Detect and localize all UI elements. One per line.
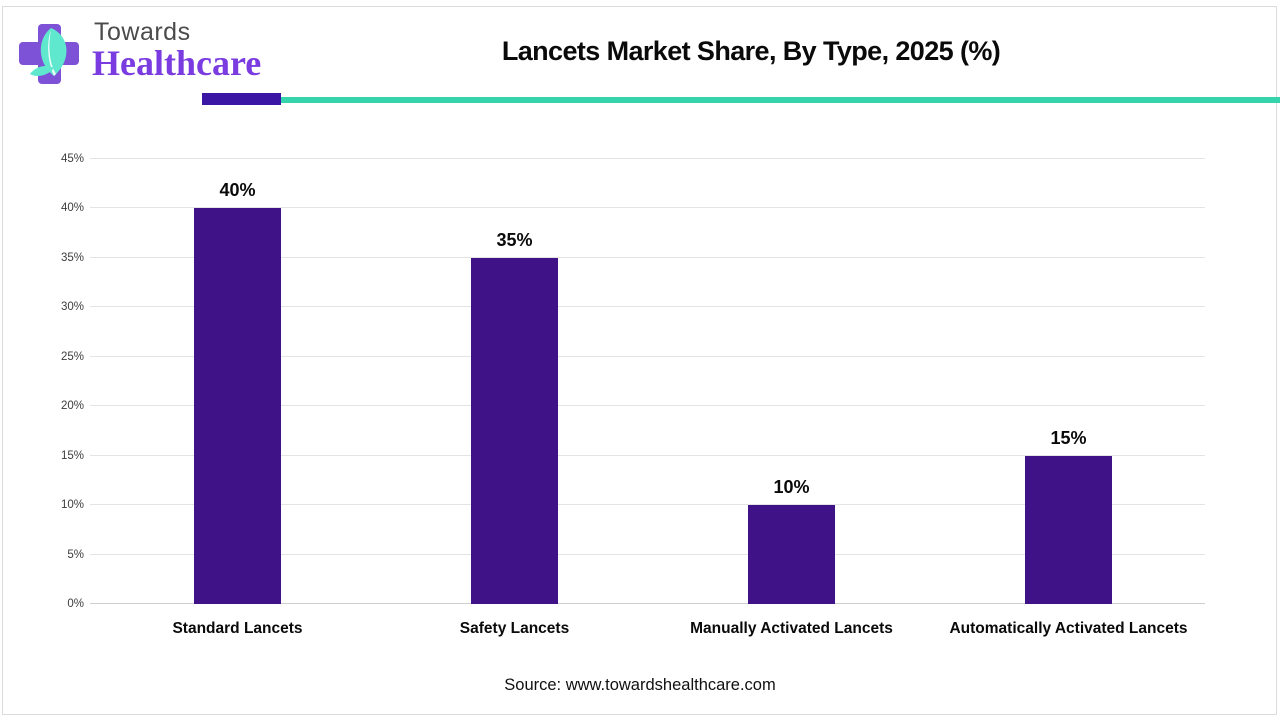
chart-title: Lancets Market Share, By Type, 2025 (%) <box>501 36 1001 66</box>
y-tick-label: 15% <box>60 449 84 462</box>
bar-value-label: 15% <box>1050 427 1087 448</box>
logo-text-healthcare: Healthcare <box>92 43 262 83</box>
gridline-25% <box>90 355 1205 357</box>
bar-standard-lancets <box>194 208 281 604</box>
header-rule-purple-segment <box>202 93 281 105</box>
medical-cross-leaf-icon <box>18 22 80 91</box>
gridline-20% <box>90 405 1205 407</box>
y-tick-label: 10% <box>60 499 84 512</box>
towards-healthcare-logo: Towards Healthcare <box>16 14 261 86</box>
source-attribution: Source: www.towardshealthcare.com <box>504 676 776 694</box>
y-tick-label: 25% <box>60 350 84 363</box>
gridline-40% <box>90 207 1205 209</box>
bar-safety-lancets <box>471 257 558 604</box>
y-axis-tick-labels: 0% 5% 10% 15% 20% 25% 30% 35% 40% 45% <box>0 153 84 610</box>
y-tick-label: 40% <box>60 202 84 215</box>
y-tick-label: 0% <box>67 598 84 610</box>
logo-text-towards: Towards <box>94 18 191 46</box>
bar-manually-activated-lancets <box>748 505 835 604</box>
category-label: Manually Activated Lancets <box>690 620 893 637</box>
gridline-10% <box>90 504 1205 506</box>
gridline-15% <box>90 454 1205 456</box>
category-label: Automatically Activated Lancets <box>949 620 1188 637</box>
header-rule-teal-line <box>281 97 1280 103</box>
y-tick-label: 30% <box>60 301 84 314</box>
bar-value-label: 35% <box>496 229 533 250</box>
gridline-5% <box>90 553 1205 555</box>
y-tick-label: 20% <box>60 400 84 413</box>
plot-area: 40% 35% 10% 15% <box>90 158 1205 604</box>
y-tick-label: 45% <box>60 153 84 165</box>
gridline-45% <box>90 158 1205 159</box>
category-label: Standard Lancets <box>172 620 303 637</box>
gridline-35% <box>90 256 1205 258</box>
y-tick-label: 35% <box>60 251 84 264</box>
bar-automatically-activated-lancets <box>1025 455 1112 604</box>
bar-value-label: 10% <box>773 477 810 498</box>
gridline-30% <box>90 306 1205 308</box>
category-label: Safety Lancets <box>459 620 570 637</box>
bar-value-label: 40% <box>219 180 256 201</box>
y-tick-label: 5% <box>67 548 84 561</box>
gridline-0% <box>90 603 1205 604</box>
